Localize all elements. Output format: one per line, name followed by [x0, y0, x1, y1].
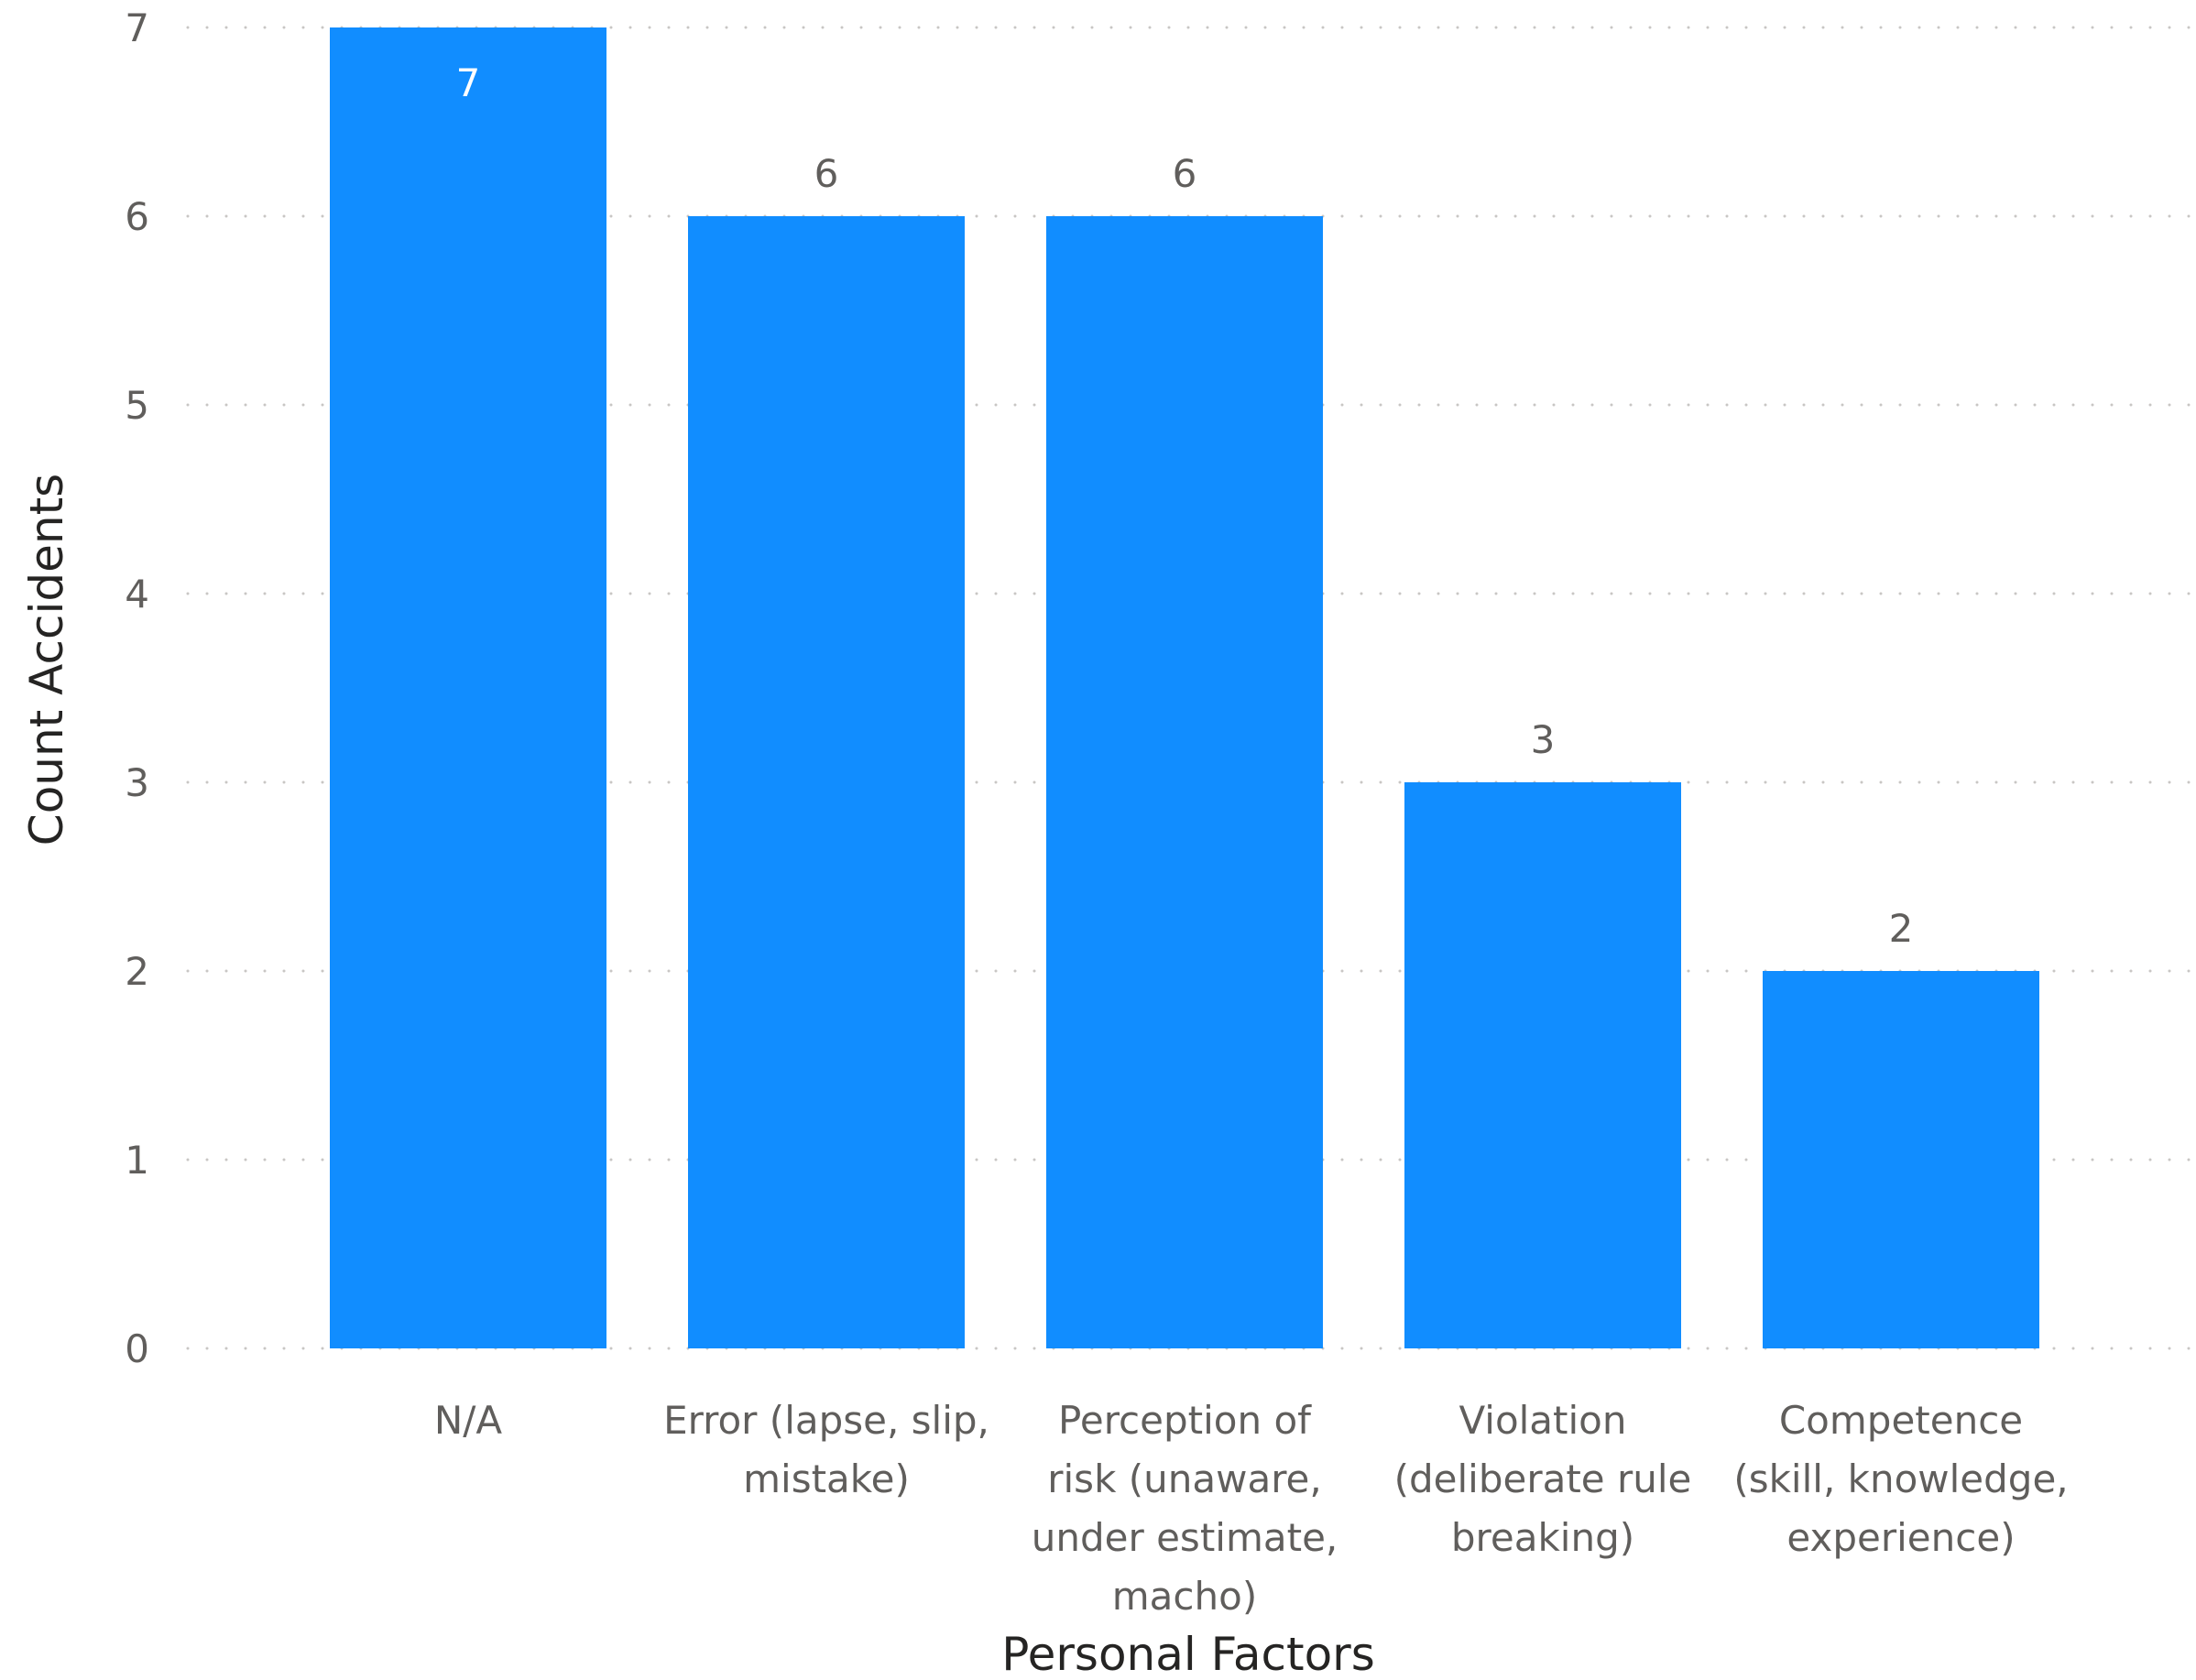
- x-category-label-line: Error (lapse, slip,: [663, 1398, 989, 1443]
- x-category-label-line: Perception of: [1058, 1398, 1312, 1443]
- x-category-label-line: mistake): [743, 1456, 910, 1501]
- y-tick-label: 1: [125, 1138, 149, 1183]
- y-tick-label: 3: [125, 760, 149, 805]
- bars: [330, 27, 2039, 1348]
- x-category-label-line: Violation: [1459, 1398, 1626, 1443]
- x-axis-categories: N/A Error (lapse, slip, mistake) Perception…: [434, 1398, 2069, 1619]
- bar: [1046, 216, 1323, 1348]
- y-tick-label: 0: [125, 1326, 149, 1371]
- data-labels: 7 6 6 3 2: [456, 60, 1914, 951]
- x-category-label: Perception of risk (unaware, under estimat…: [1032, 1398, 1338, 1619]
- data-label: 2: [1889, 906, 1914, 951]
- data-label: 6: [814, 151, 839, 196]
- x-category-label-line: macho): [1112, 1574, 1257, 1619]
- x-category-label-line: Competence: [1779, 1398, 2023, 1443]
- data-label: 6: [1173, 151, 1197, 196]
- y-tick-label: 7: [125, 5, 149, 50]
- bar: [688, 216, 965, 1348]
- bar: [330, 27, 606, 1348]
- x-category-label: Competence (skill, knowledge, experience): [1733, 1398, 2068, 1560]
- y-tick-label: 2: [125, 949, 149, 994]
- y-tick-label: 4: [125, 572, 149, 616]
- y-axis-title: Count Accidents: [20, 474, 73, 845]
- x-category-label-line: risk (unaware,: [1047, 1456, 1321, 1501]
- x-category-label-line: N/A: [434, 1398, 503, 1443]
- x-category-label-line: (deliberate rule: [1394, 1456, 1692, 1501]
- x-category-label: N/A: [434, 1398, 503, 1443]
- x-category-label-line: (skill, knowledge,: [1733, 1456, 2068, 1501]
- bar: [1404, 782, 1681, 1348]
- bar: [1763, 971, 2039, 1348]
- y-axis-ticks: 0 1 2 3 4 5 6 7: [125, 5, 149, 1371]
- x-category-label: Error (lapse, slip, mistake): [663, 1398, 989, 1501]
- data-label: 7: [456, 60, 481, 105]
- x-category-label-line: breaking): [1451, 1515, 1634, 1560]
- x-category-label-line: experience): [1786, 1515, 2015, 1560]
- y-tick-label: 6: [125, 194, 149, 239]
- x-category-label-line: under estimate,: [1032, 1515, 1338, 1560]
- x-axis-title: Personal Factors: [1001, 1628, 1375, 1680]
- y-tick-label: 5: [125, 383, 149, 428]
- data-label: 3: [1531, 717, 1556, 762]
- x-category-label: Violation (deliberate rule breaking): [1394, 1398, 1692, 1560]
